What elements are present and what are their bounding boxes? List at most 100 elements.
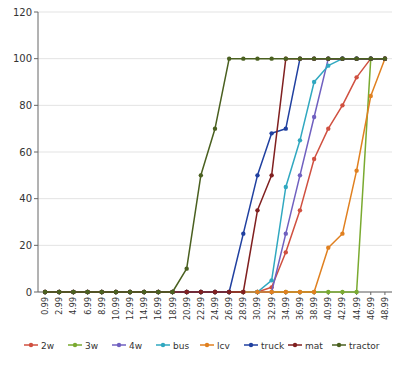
point (184, 290, 188, 294)
point (241, 290, 245, 294)
point (184, 290, 188, 294)
point (340, 56, 344, 60)
point (213, 290, 217, 294)
point (128, 290, 132, 294)
point (199, 290, 203, 294)
point (114, 290, 118, 294)
point (326, 56, 330, 60)
point (57, 290, 61, 294)
x-tick-label: 48.99 (381, 297, 390, 320)
point (213, 126, 217, 130)
x-tick-label: 10.99 (112, 297, 121, 320)
legend-label: truck (261, 341, 285, 351)
point (312, 56, 316, 60)
point (340, 231, 344, 235)
series (43, 56, 387, 294)
point (241, 56, 245, 60)
point (57, 290, 61, 294)
point (71, 290, 75, 294)
point (383, 56, 387, 60)
point (142, 290, 146, 294)
point (241, 290, 245, 294)
point (213, 290, 217, 294)
point (142, 290, 146, 294)
point (227, 290, 231, 294)
point (312, 290, 316, 294)
x-tick (384, 292, 385, 295)
legend-marker (29, 343, 33, 347)
point (369, 56, 373, 60)
point (383, 56, 387, 60)
point (227, 290, 231, 294)
point (156, 290, 160, 294)
point (85, 290, 89, 294)
point (100, 290, 104, 294)
point (85, 290, 89, 294)
point (284, 250, 288, 254)
point (227, 290, 231, 294)
point (369, 56, 373, 60)
point (298, 56, 302, 60)
point (43, 290, 47, 294)
point (43, 290, 47, 294)
point (71, 290, 75, 294)
point (312, 157, 316, 161)
x-tick-label: 46.99 (367, 297, 376, 320)
point (269, 290, 273, 294)
point (71, 290, 75, 294)
point (199, 290, 203, 294)
series (43, 56, 387, 294)
point (227, 290, 231, 294)
point (255, 290, 259, 294)
y-tick-label: 80 (19, 100, 32, 111)
y-tick-label: 20 (19, 240, 32, 251)
series (43, 56, 387, 294)
point (284, 185, 288, 189)
legend-label: mat (305, 341, 323, 351)
point (100, 290, 104, 294)
point (170, 290, 174, 294)
point (269, 131, 273, 135)
point (199, 290, 203, 294)
point (85, 290, 89, 294)
legend-marker (161, 343, 165, 347)
point (298, 56, 302, 60)
point (227, 290, 231, 294)
x-tick (370, 292, 371, 295)
point (114, 290, 118, 294)
legend-marker (249, 343, 253, 347)
point (312, 56, 316, 60)
point (57, 290, 61, 294)
x-tick-label: 20.99 (183, 297, 192, 320)
line (45, 59, 385, 292)
grid (38, 12, 392, 292)
point (298, 173, 302, 177)
point (284, 126, 288, 130)
point (199, 290, 203, 294)
point (354, 290, 358, 294)
legend-label: 2w (41, 341, 54, 351)
point (114, 290, 118, 294)
chart: 0204060801001200.992.994.996.998.9910.99… (0, 0, 400, 371)
point (241, 290, 245, 294)
point (213, 290, 217, 294)
x-tick-label: 38.99 (310, 297, 319, 320)
point (369, 56, 373, 60)
point (43, 290, 47, 294)
point (57, 290, 61, 294)
point (255, 290, 259, 294)
point (85, 290, 89, 294)
point (156, 290, 160, 294)
point (114, 290, 118, 294)
point (241, 231, 245, 235)
line (45, 59, 385, 292)
point (383, 56, 387, 60)
point (170, 290, 174, 294)
x-tick-label: 24.99 (211, 297, 220, 320)
point (269, 173, 273, 177)
point (340, 56, 344, 60)
point (354, 56, 358, 60)
y-tick (34, 292, 38, 293)
point (340, 56, 344, 60)
legend: 2w3w4wbuslcvtruckmattractor (24, 341, 380, 351)
